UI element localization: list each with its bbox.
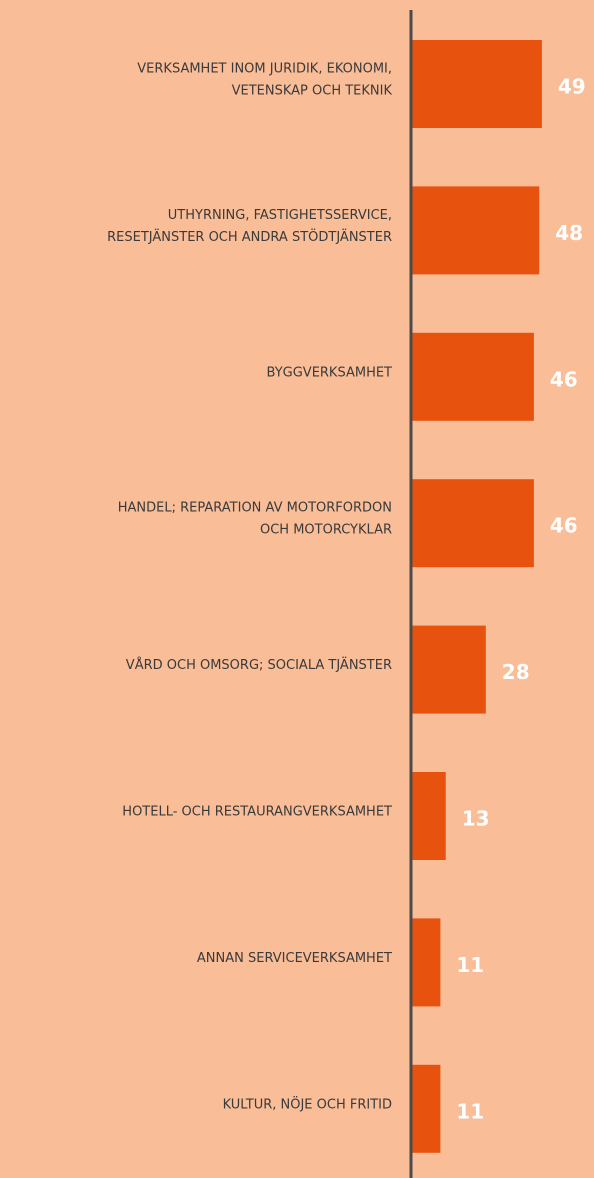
category-label: OCH MOTORCYKLAR xyxy=(260,523,392,538)
bar xyxy=(411,1064,441,1153)
bar xyxy=(411,332,534,421)
value-label: 28 xyxy=(502,660,530,684)
value-label: 49 xyxy=(558,75,586,99)
category-label: VETENSKAP OCH TEKNIK xyxy=(232,84,393,99)
value-label: 13 xyxy=(462,807,490,831)
category-label: BYGGVERKSAMHET xyxy=(267,365,393,380)
value-label: 46 xyxy=(550,367,578,391)
value-label: 11 xyxy=(456,953,484,977)
category-label: VERKSAMHET INOM JURIDIK, EKONOMI, xyxy=(137,62,392,77)
value-label: 46 xyxy=(550,514,578,538)
category-label: HANDEL; REPARATION AV MOTORFORDON xyxy=(118,501,392,516)
value-label: 11 xyxy=(456,1099,484,1123)
bar xyxy=(411,625,486,714)
category-label: UTHYRNING, FASTIGHETSSERVICE, xyxy=(168,208,392,223)
category-label: HOTELL- OCH RESTAURANGVERKSAMHET xyxy=(122,805,392,820)
bar xyxy=(411,186,540,275)
category-label: VÅRD OCH OMSORG; SOCIALA TJÄNSTER xyxy=(126,657,392,673)
bar xyxy=(411,40,542,128)
category-label: KULTUR, NÖJE OCH FRITID xyxy=(223,1095,392,1112)
category-label: ANNAN SERVICEVERKSAMHET xyxy=(197,951,392,966)
bar xyxy=(411,772,446,860)
category-label: RESETJÄNSTER OCH ANDRA STÖDTJÄNSTER xyxy=(107,228,392,245)
bar xyxy=(411,918,441,1007)
bar xyxy=(411,479,534,568)
value-label: 48 xyxy=(555,221,583,245)
